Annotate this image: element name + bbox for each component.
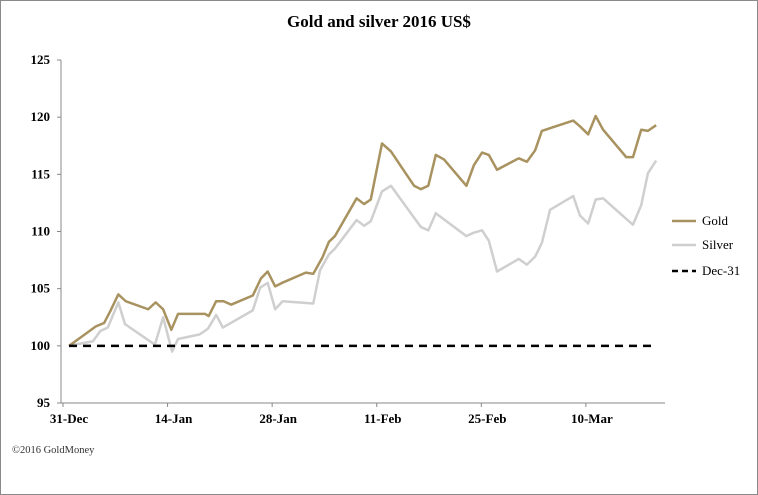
y-tick-label: 95 — [37, 395, 51, 410]
x-tick-label: 31-Dec — [50, 411, 88, 426]
x-tick-label: 25-Feb — [468, 411, 506, 426]
x-tick-label: 28-Jan — [259, 411, 297, 426]
x-tick-label: 14-Jan — [155, 411, 193, 426]
y-tick-label: 125 — [31, 52, 51, 67]
copyright-text: ©2016 GoldMoney — [12, 445, 95, 456]
y-tick-label: 110 — [31, 224, 50, 239]
chart-title: Gold and silver 2016 US$ — [287, 12, 471, 31]
x-tick-label: 10-Mar — [571, 411, 613, 426]
legend-label: Silver — [702, 237, 734, 252]
y-tick-label: 120 — [31, 109, 51, 124]
series-line-silver — [68, 159, 658, 353]
y-tick-label: 100 — [31, 338, 51, 353]
legend-label: Dec-31 — [702, 263, 740, 278]
series-line-gold — [68, 114, 657, 347]
y-tick-label: 105 — [31, 281, 51, 296]
y-tick-label: 115 — [31, 166, 50, 181]
legend-label: Gold — [702, 213, 729, 228]
x-tick-label: 11-Feb — [364, 411, 402, 426]
